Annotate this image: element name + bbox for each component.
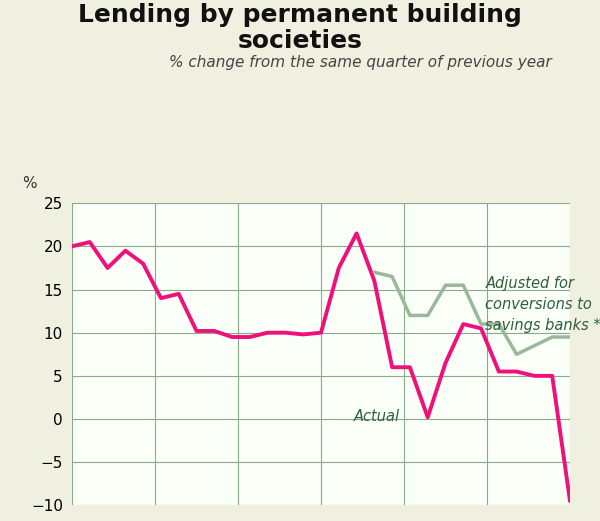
Text: Actual: Actual xyxy=(353,409,400,424)
Text: % change from the same quarter of previous year: % change from the same quarter of previo… xyxy=(169,55,551,70)
Text: Adjusted for
conversions to
savings banks *: Adjusted for conversions to savings bank… xyxy=(485,276,600,333)
Text: Lending by permanent building: Lending by permanent building xyxy=(78,3,522,27)
Text: %: % xyxy=(22,176,37,191)
Text: societies: societies xyxy=(238,29,362,53)
